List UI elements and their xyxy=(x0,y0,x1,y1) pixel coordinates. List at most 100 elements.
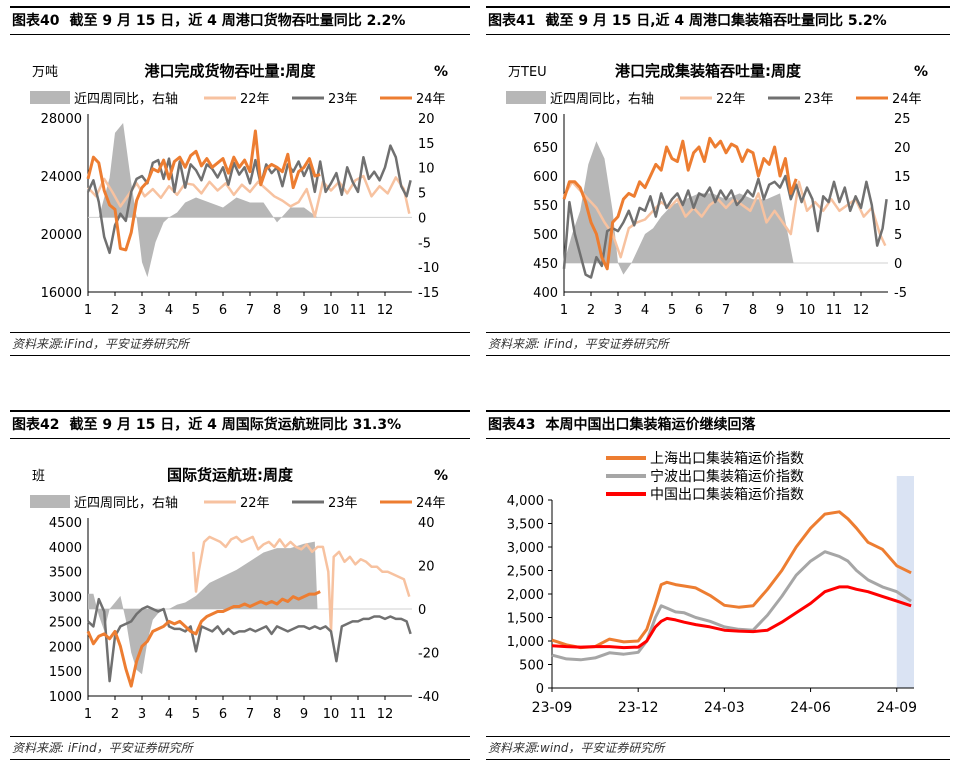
y2-tick-label: 5 xyxy=(418,187,426,202)
y2-tick-label: 0 xyxy=(418,211,426,226)
y-tick-label: 1,500 xyxy=(507,612,544,627)
series-line-上海出口集装箱运价指数 xyxy=(551,510,912,650)
y-tick-label: 1500 xyxy=(49,665,82,680)
y2-tick-label: 15 xyxy=(418,137,435,152)
series-line-24年 xyxy=(86,590,321,688)
legend-label: 22年 xyxy=(716,92,746,107)
legend-label: 宁波出口集装箱运价指数 xyxy=(650,468,804,485)
x-tick-label: 9 xyxy=(776,303,784,318)
x-tick-label: 1 xyxy=(560,303,568,318)
y2-tick-label: -10 xyxy=(418,261,439,276)
x-tick-label: 12 xyxy=(853,303,870,318)
legend-label: 23年 xyxy=(328,92,358,107)
shaded-region xyxy=(896,476,914,688)
x-tick-label: 23-09 xyxy=(532,700,573,716)
y2-tick-label: 5 xyxy=(894,228,902,243)
source-note: 资料来源:iFind，平安证券研究所 xyxy=(10,332,470,356)
x-tick-label: 3 xyxy=(614,303,622,318)
y2-tick-label: 20 xyxy=(418,560,435,575)
y2-tick-label: 40 xyxy=(418,516,435,531)
y2-tick-label: -40 xyxy=(418,690,439,705)
x-tick-label: 24-03 xyxy=(704,700,745,716)
y2-tick-label: 10 xyxy=(418,162,435,177)
y-tick-label: 500 xyxy=(533,228,558,243)
x-tick-label: 7 xyxy=(246,303,254,318)
y2-axis-unit: % xyxy=(434,64,448,80)
legend-label: 22年 xyxy=(240,496,270,511)
x-tick-label: 11 xyxy=(350,303,367,318)
panel-heading: 图表43 本周中国出口集装箱运价继续回落 xyxy=(486,410,950,439)
series-line-22年 xyxy=(192,535,411,633)
chart-heading: 本周中国出口集装箱运价继续回落 xyxy=(545,417,756,433)
legend-swatch xyxy=(30,91,70,104)
y2-tick-label: 20 xyxy=(894,141,911,156)
series-line-23年 xyxy=(562,174,888,279)
y-tick-label: 2,000 xyxy=(507,588,544,603)
legend-swatch xyxy=(506,91,546,104)
x-tick-label: 6 xyxy=(219,707,227,722)
yoy-area xyxy=(88,123,318,278)
source-note: 资料来源: iFind，平安证券研究所 xyxy=(486,332,950,356)
y-tick-label: 3,000 xyxy=(507,541,544,556)
y-tick-label: 0 xyxy=(536,682,544,697)
y-tick-label: 3000 xyxy=(49,591,82,606)
series-line-24年 xyxy=(86,129,321,252)
legend-label: 近四周同比，右轴 xyxy=(550,92,654,107)
series-line-23年 xyxy=(86,144,412,255)
y-tick-label: 600 xyxy=(533,170,558,185)
legend-label: 上海出口集装箱运价指数 xyxy=(650,450,804,467)
x-tick-label: 10 xyxy=(323,707,340,722)
y-tick-label: 1000 xyxy=(49,690,82,705)
y2-tick-label: 20 xyxy=(418,112,435,127)
x-tick-label: 3 xyxy=(138,707,146,722)
yoy-area xyxy=(88,541,318,675)
x-tick-label: 2 xyxy=(111,707,119,722)
x-tick-label: 24-09 xyxy=(876,700,917,716)
x-tick-label: 4 xyxy=(165,707,173,722)
chart-number: 图表40 xyxy=(12,13,60,29)
y-tick-label: 450 xyxy=(533,257,558,272)
chart-number: 图表41 xyxy=(488,13,536,29)
series-line-24年 xyxy=(562,136,798,271)
x-tick-label: 11 xyxy=(826,303,843,318)
y2-tick-label: -20 xyxy=(418,647,439,662)
series-line-22年 xyxy=(87,174,411,218)
y-tick-label: 4,000 xyxy=(507,494,544,509)
yoy-area xyxy=(564,141,794,275)
y-tick-label: 650 xyxy=(533,141,558,156)
chart-heading: 截至 9 月 15 日，近 4 周港口货物吞吐量同比 2.2% xyxy=(69,13,406,29)
legend-swatch xyxy=(30,495,70,508)
x-tick-label: 8 xyxy=(273,707,281,722)
source-note: 资料来源:wind，平安证券研究所 xyxy=(486,736,950,760)
series-line-23年 xyxy=(87,597,412,683)
y2-tick-label: -5 xyxy=(418,236,431,251)
x-tick-label: 3 xyxy=(138,303,146,318)
y-tick-label: 500 xyxy=(519,659,544,674)
x-tick-label: 8 xyxy=(273,303,281,318)
panel-heading: 图表41 截至 9 月 15 日,近 4 周港口集装箱吞吐量同比 5.2% xyxy=(486,6,950,35)
y-axis-unit: 万TEU xyxy=(508,65,547,80)
y-tick-label: 28000 xyxy=(41,112,82,127)
x-tick-label: 5 xyxy=(192,303,200,318)
y-tick-label: 1,000 xyxy=(507,635,544,650)
y2-tick-label: 15 xyxy=(894,170,911,185)
legend-label: 23年 xyxy=(328,496,358,511)
y-tick-label: 3500 xyxy=(49,566,82,581)
x-tick-label: 4 xyxy=(641,303,649,318)
legend-label: 24年 xyxy=(416,496,446,511)
legend-label: 24年 xyxy=(892,92,922,107)
series-line-22年 xyxy=(562,180,887,259)
source-note: 资料来源: iFind，平安证券研究所 xyxy=(10,736,470,760)
legend-label: 24年 xyxy=(416,92,446,107)
y2-axis-unit: % xyxy=(914,64,928,80)
y-tick-label: 550 xyxy=(533,199,558,214)
x-tick-label: 9 xyxy=(300,707,308,722)
y-tick-label: 20000 xyxy=(41,228,82,243)
y2-tick-label: -15 xyxy=(418,286,439,301)
y-tick-label: 2500 xyxy=(49,615,82,630)
panel-heading: 图表40 截至 9 月 15 日，近 4 周港口货物吞吐量同比 2.2% xyxy=(10,6,470,35)
x-tick-label: 10 xyxy=(799,303,816,318)
panel-43: 图表43 本周中国出口集装箱运价继续回落 上海出口集装箱运价指数 宁波出口集装箱运价… xyxy=(486,410,950,762)
